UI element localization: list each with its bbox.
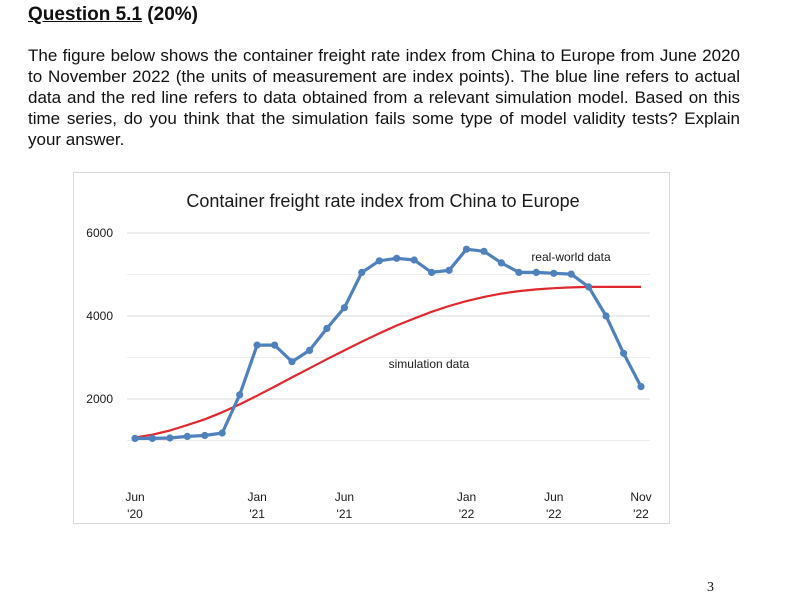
x-tick-label-month: Jun — [335, 490, 354, 504]
x-tick-labels: Jun '20 Jan '21 Jun '21 Jan '22 Jun '22 Nov '22 — [125, 490, 651, 521]
chart-title: Container freight rate index from China … — [186, 191, 579, 211]
real-world-data-point — [497, 259, 505, 267]
real-world-data-point — [567, 270, 575, 278]
real-world-data-point — [323, 324, 331, 332]
freight-rate-chart: Container freight rate index from China … — [73, 172, 670, 524]
real-world-data-point — [305, 346, 314, 354]
x-tick-label-year: '22 — [633, 507, 649, 521]
chart-frame — [73, 172, 670, 524]
y-tick-labels: 2000 4000 6000 — [86, 226, 113, 406]
x-tick-label-year: '21 — [337, 507, 353, 521]
y-tick-label: 4000 — [86, 309, 113, 323]
real-world-data-point — [637, 383, 645, 391]
x-tick-label-year: '22 — [459, 507, 475, 521]
x-tick-label-month: Jun — [544, 490, 563, 504]
real-world-data-point — [462, 245, 471, 253]
real-world-data-point — [393, 254, 401, 262]
grid-layer — [127, 232, 650, 441]
real-world-data-point — [131, 434, 139, 442]
real-world-data-point — [201, 431, 209, 440]
real-world-data-point — [410, 256, 418, 264]
series-layer — [131, 245, 645, 442]
real-world-data-point — [288, 358, 296, 366]
question-number: Question 5.1 — [28, 4, 143, 25]
real-world-data-point — [532, 268, 540, 276]
x-tick-label-month: Jun — [125, 490, 144, 504]
real-world-data-point — [620, 349, 628, 357]
real-world-data-point — [148, 434, 156, 442]
x-tick-label-year: '20 — [127, 507, 143, 521]
real-world-data-point — [253, 341, 261, 349]
question-heading: Question 5.1 (20%) — [28, 4, 198, 26]
real-world-data-point — [480, 247, 488, 255]
page-number: 3 — [707, 580, 714, 595]
x-tick-label-month: Jan — [247, 490, 266, 504]
real-world-data-point — [183, 432, 191, 440]
question-weight: (20%) — [142, 4, 198, 25]
series-label-simulation: simulation data — [389, 357, 470, 371]
real-world-data-point — [515, 268, 523, 276]
y-tick-label: 6000 — [86, 226, 113, 240]
real-world-data-point — [340, 304, 348, 312]
x-tick-label-month: Nov — [630, 490, 651, 504]
real-world-data-point — [375, 257, 383, 265]
x-tick-label-month: Jan — [457, 490, 476, 504]
real-world-data-point — [602, 312, 610, 320]
chart-svg: Container freight rate index from China … — [73, 172, 670, 524]
real-world-data-point — [271, 341, 279, 349]
series-label-real-world: real-world data — [531, 250, 611, 264]
real-world-data-point — [585, 283, 593, 291]
x-tick-label-year: '21 — [249, 507, 265, 521]
y-tick-label: 2000 — [86, 392, 113, 406]
simulation-series-line — [134, 285, 641, 439]
real-world-data-point — [358, 268, 366, 276]
real-world-data-point — [445, 266, 453, 274]
real-world-data-point — [218, 429, 226, 437]
real-world-data-point — [550, 269, 558, 277]
x-tick-label-year: '22 — [546, 507, 562, 521]
real-world-data-point — [236, 391, 244, 399]
real-world-data-point — [166, 434, 174, 442]
question-text: The figure below shows the container fre… — [28, 46, 740, 149]
real-world-data-point — [428, 268, 436, 276]
